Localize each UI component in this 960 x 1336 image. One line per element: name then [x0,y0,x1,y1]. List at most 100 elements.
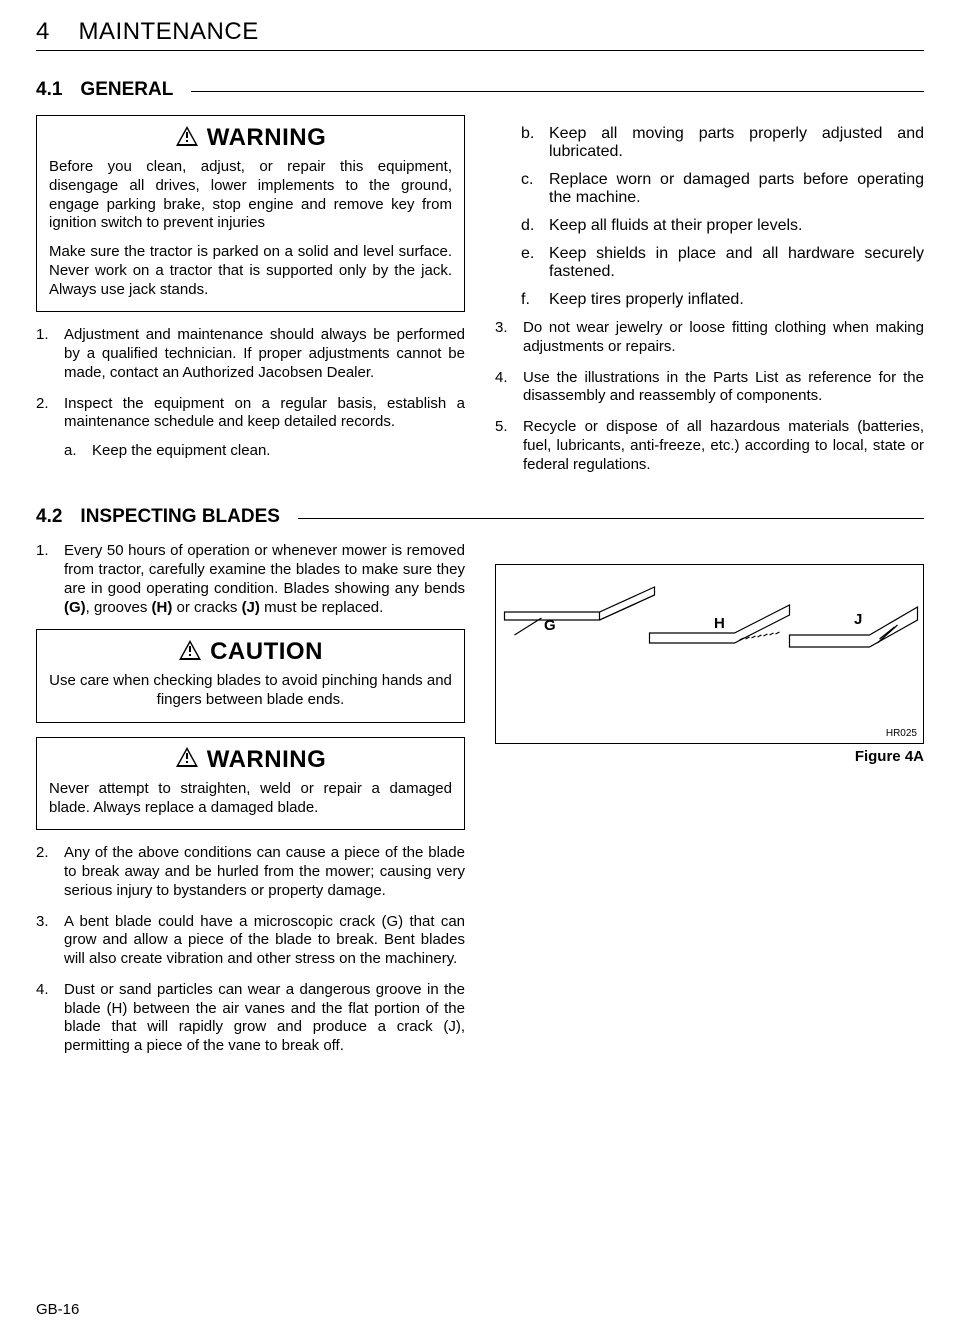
list-item: 3. Do not wear jewelry or loose fitting c… [495,319,924,357]
caution-text: Use care when checking blades to avoid p… [49,672,452,710]
sub-item-letter: e. [521,245,539,281]
item-number: 2. [36,395,54,471]
item-text: Every 50 hours of operation or whenever … [64,542,465,617]
warning-header: WARNING [49,124,452,152]
page-header: 4 MAINTENANCE [36,0,924,46]
list-item: 4. Use the illustrations in the Parts Lis… [495,369,924,407]
warning-icon [175,746,199,773]
item-number: 3. [36,913,54,969]
figure-code: HR025 [886,728,917,739]
blades-list: 2.Any of the above conditions can cause … [36,844,465,1056]
blade-label-h: H [714,615,725,632]
list-item: 4.Dust or sand particles can wear a dang… [36,981,465,1056]
warning-callout-2: WARNING Never attempt to straighten, wel… [36,737,465,831]
warning-text-2: Never attempt to straighten, weld or rep… [49,780,452,818]
blades-left-column: 1. Every 50 hours of operation or whenev… [36,542,465,1068]
general-left-column: WARNING Before you clean, adjust, or rep… [36,115,465,486]
intro-mid1: , grooves [86,599,152,616]
sub-item: e. Keep shields in place and all hardware… [521,245,924,281]
sub-item: a. Keep the equipment clean. [64,442,465,461]
warning-icon [178,639,202,666]
list-item: 5.Recycle or dispose of all hazardous ma… [495,418,924,474]
blade-figure: G H J HR025 [495,564,924,744]
sub-item: f. Keep tires properly inflated. [521,291,924,309]
sub-item: d. Keep all fluids at their proper levels… [521,217,924,235]
blade-label-g: G [544,617,556,634]
general-right-column: b. Keep all moving parts properly adjuste… [495,115,924,486]
section-rule [298,518,924,519]
warning-paragraph: Make sure the tractor is parked on a sol… [49,243,452,299]
sub-list: a. Keep the equipment clean. [64,442,465,461]
section-number: 4.2 [36,506,62,528]
intro-suffix: must be replaced. [260,599,383,616]
chapter-title: MAINTENANCE [79,18,259,45]
general-left-list: 1. Adjustment and maintenance should alw… [36,326,465,471]
header-rule [36,50,924,51]
caution-label: CAUTION [210,638,323,666]
list-item: 2. Inspect the equipment on a regular ba… [36,395,465,471]
warning-callout: WARNING Before you clean, adjust, or rep… [36,115,465,312]
sub-item-text: Keep the equipment clean. [92,442,465,461]
blades-columns: 1. Every 50 hours of operation or whenev… [36,542,924,1068]
warning-label: WARNING [207,124,327,152]
bold-g: (G) [64,599,86,616]
item-number: 1. [36,326,54,382]
bold-h: (H) [152,599,173,616]
item-text: Adjustment and maintenance should always… [64,326,465,382]
section-heading-general: 4.1 GENERAL [36,79,924,101]
item-text: Do not wear jewelry or loose fitting clo… [523,319,924,357]
item-text: Dust or sand particles can wear a danger… [64,981,465,1056]
sub-item-text: Replace worn or damaged parts before ope… [549,171,924,207]
item-text: A bent blade could have a microscopic cr… [64,913,465,969]
sub-item-letter: a. [64,442,82,461]
sub-item-text: Keep all fluids at their proper levels. [549,217,924,235]
caution-callout: CAUTION Use care when checking blades to… [36,629,465,723]
figure-caption: Figure 4A [495,748,924,765]
item-text: Inspect the equipment on a regular basis… [64,395,465,471]
item-number: 5. [495,418,513,474]
caution-header: CAUTION [49,638,452,666]
item-number: 1. [36,542,54,617]
item-number: 4. [36,981,54,1056]
warning-paragraph: Before you clean, adjust, or repair this… [49,158,452,233]
section-rule [191,91,924,92]
section-title: INSPECTING BLADES [80,506,280,528]
general-right-list: 3. Do not wear jewelry or loose fitting c… [495,319,924,474]
list-item: 1. Every 50 hours of operation or whenev… [36,542,465,617]
item-main-text: Inspect the equipment on a regular basis… [64,395,465,431]
item-text: Use the illustrations in the Parts List … [523,369,924,407]
blade-diagram-svg [496,565,923,743]
blades-right-column: G H J HR025 Figure 4A [495,542,924,1068]
page-footer: GB-16 [36,1301,79,1318]
sub-item: c. Replace worn or damaged parts before o… [521,171,924,207]
sub-item-letter: c. [521,171,539,207]
item-text: Recycle or dispose of all hazardous mate… [523,418,924,474]
item-number: 2. [36,844,54,900]
section-number: 4.1 [36,79,62,101]
sub-item-text: Keep tires properly inflated. [549,291,924,309]
item-number: 3. [495,319,513,357]
blades-intro-list: 1. Every 50 hours of operation or whenev… [36,542,465,617]
intro-mid2: or cracks [172,599,241,616]
sub-item-letter: d. [521,217,539,235]
sub-item-text: Keep all moving parts properly adjusted … [549,125,924,161]
blade-label-j: J [854,611,862,628]
section-heading-blades: 4.2 INSPECTING BLADES [36,506,924,528]
list-item: 1. Adjustment and maintenance should alw… [36,326,465,382]
item-text: Any of the above conditions can cause a … [64,844,465,900]
sub-item-text: Keep shields in place and all hardware s… [549,245,924,281]
list-item: 2.Any of the above conditions can cause … [36,844,465,900]
warning-header-2: WARNING [49,746,452,774]
sub-item: b. Keep all moving parts properly adjuste… [521,125,924,161]
right-sub-list: b. Keep all moving parts properly adjuste… [495,125,924,309]
sub-item-letter: f. [521,291,539,309]
list-item: 3.A bent blade could have a microscopic … [36,913,465,969]
section-title: GENERAL [80,79,173,101]
sub-item-letter: b. [521,125,539,161]
chapter-number: 4 [36,18,50,45]
intro-prefix: Every 50 hours of operation or whenever … [64,542,465,597]
bold-j: (J) [242,599,260,616]
item-number: 4. [495,369,513,407]
warning-icon [175,125,199,152]
warning-label-2: WARNING [207,746,327,774]
